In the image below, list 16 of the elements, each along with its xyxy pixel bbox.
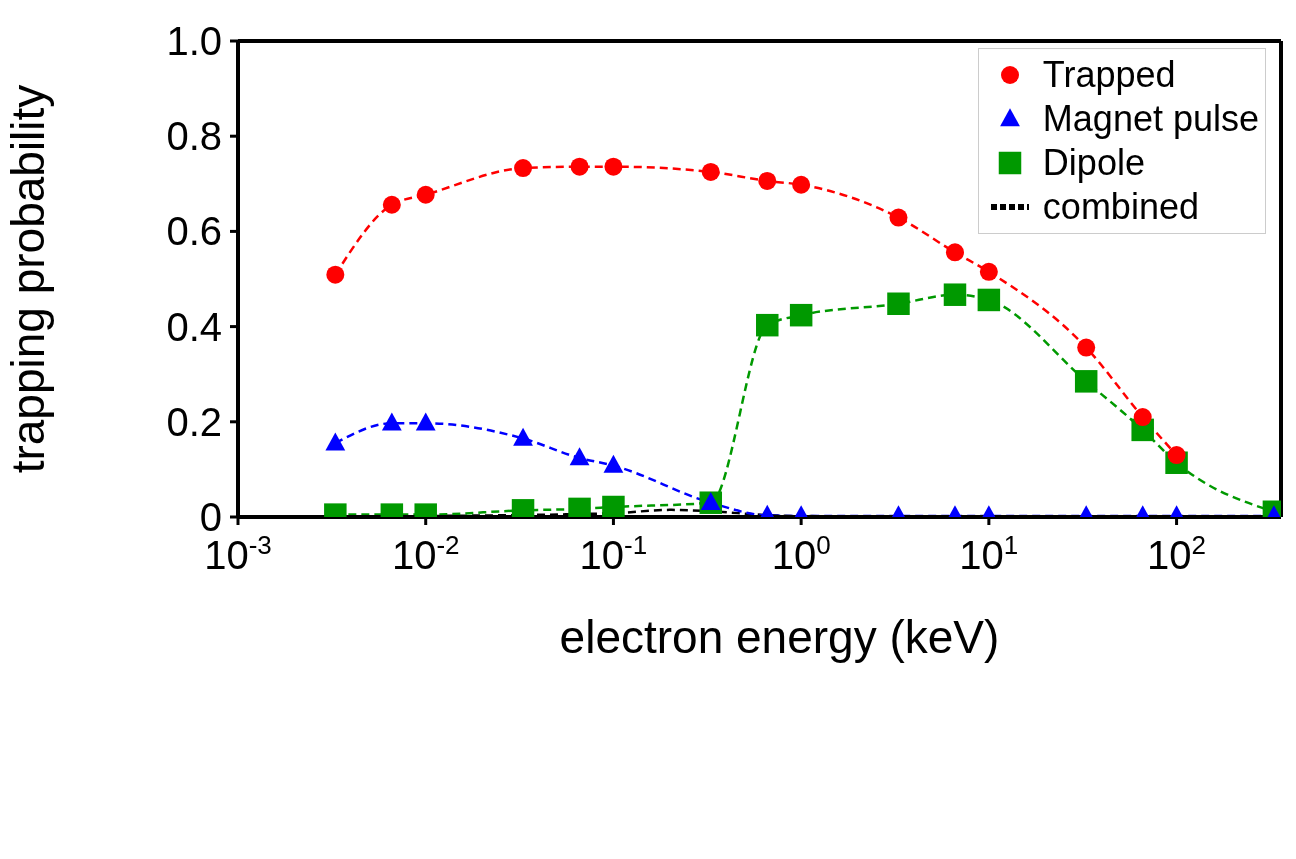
y-tick-label: 1.0 [166, 19, 222, 63]
y-tick-label: 0.8 [166, 114, 222, 159]
x-axis-title: electron energy (keV) [559, 611, 1000, 663]
legend-label: Dipole [1042, 141, 1145, 185]
x-tick-label: 10$^{-2}$ [391, 530, 460, 577]
y-tick-label: 0.6 [166, 209, 222, 254]
legend-label: Magnet pulse [1042, 97, 1259, 141]
legend-label: combined [1042, 185, 1199, 229]
legend-label: Trapped [1042, 53, 1176, 97]
x-tick-label: 10$^{-1}$ [579, 530, 648, 577]
y-axis-title: trapping probability [2, 84, 55, 474]
x-tick-label: 10$^{2}$ [1147, 530, 1207, 577]
x-tick-label: 10$^{1}$ [959, 530, 1019, 577]
x-tick-label: 10$^{0}$ [771, 530, 831, 577]
y-tick-label: 0.4 [166, 304, 222, 349]
y-tick-label: 0.2 [166, 399, 222, 444]
